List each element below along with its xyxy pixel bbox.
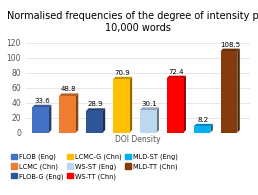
Text: 33.6: 33.6 (34, 98, 50, 104)
Text: 72.4: 72.4 (169, 69, 184, 75)
Text: 8.2: 8.2 (198, 117, 209, 123)
Text: 30.1: 30.1 (142, 100, 157, 106)
Bar (59, 96, 76, 133)
Polygon shape (59, 93, 78, 96)
Polygon shape (167, 76, 186, 78)
Text: 28.9: 28.9 (88, 101, 103, 107)
Polygon shape (157, 107, 159, 133)
Text: 108.5: 108.5 (220, 42, 240, 48)
Bar (113, 79, 130, 133)
Polygon shape (221, 49, 240, 51)
Text: 70.9: 70.9 (115, 70, 131, 76)
Legend: FLOB (Eng), LCMC (Chn), FLOB-G (Eng), LCMC-G (Chn), WS-ST (Eng), WS-TT (Chn), ML: FLOB (Eng), LCMC (Chn), FLOB-G (Eng), LC… (11, 153, 178, 180)
Polygon shape (49, 105, 51, 133)
Text: 48.8: 48.8 (61, 86, 77, 92)
Bar (86, 111, 103, 133)
Polygon shape (32, 105, 51, 107)
Bar (32, 107, 49, 133)
Polygon shape (113, 77, 132, 79)
Bar (221, 51, 237, 133)
Title: Normalised frequencies of the degree of intensity per
10,000 words: Normalised frequencies of the degree of … (7, 11, 258, 33)
Polygon shape (237, 49, 240, 133)
Polygon shape (86, 108, 105, 111)
Bar (140, 110, 157, 133)
X-axis label: DOI Density: DOI Density (115, 135, 161, 144)
Polygon shape (103, 108, 105, 133)
Polygon shape (76, 93, 78, 133)
Polygon shape (211, 124, 213, 133)
Polygon shape (140, 107, 159, 110)
Bar (167, 78, 183, 133)
Polygon shape (130, 77, 132, 133)
Polygon shape (183, 76, 186, 133)
Polygon shape (194, 124, 213, 126)
Bar (194, 126, 211, 133)
